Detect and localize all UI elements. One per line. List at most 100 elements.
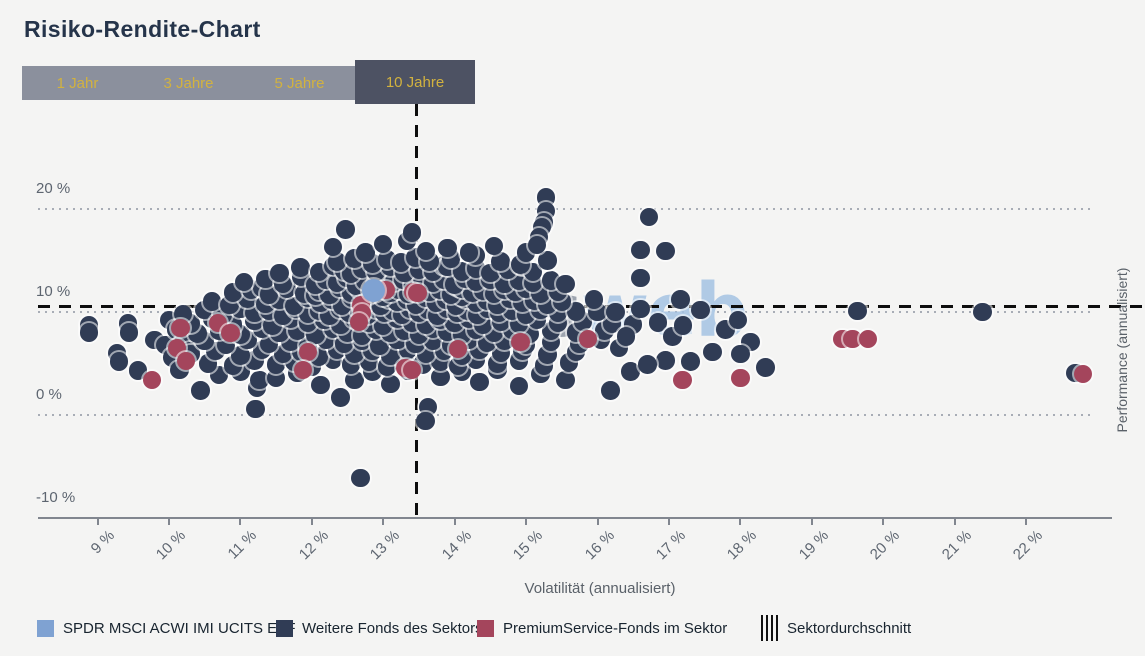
fund-dot[interactable] [843, 329, 862, 349]
fund-dot[interactable] [173, 304, 193, 324]
fund-dot[interactable] [566, 302, 586, 321]
fund-dot[interactable] [538, 251, 557, 270]
fund-dot[interactable] [511, 332, 530, 352]
fund-dot[interactable] [438, 238, 457, 258]
fund-dot[interactable] [601, 381, 620, 400]
fund-dot[interactable] [631, 299, 650, 319]
fund-dot[interactable] [250, 370, 269, 390]
fund-dot[interactable] [373, 234, 393, 254]
fund-dot[interactable] [673, 370, 692, 390]
fund-dot[interactable] [638, 355, 657, 374]
fund-dot[interactable] [848, 301, 867, 321]
fund-dot[interactable] [293, 360, 313, 380]
fund-dot[interactable] [756, 358, 775, 377]
fund-dot[interactable] [256, 269, 275, 289]
fund-dot[interactable] [381, 374, 400, 394]
fund-dot[interactable] [491, 252, 510, 271]
fund-dot[interactable] [470, 372, 489, 392]
fund-dot[interactable] [703, 342, 722, 362]
fund-dot[interactable] [345, 370, 364, 390]
fund-dot[interactable] [858, 329, 878, 349]
fund-dot[interactable] [202, 292, 222, 311]
fund-dot[interactable] [351, 468, 370, 488]
fund-dot[interactable] [631, 240, 650, 260]
fund-dot[interactable] [656, 351, 675, 370]
fund-dot[interactable] [639, 207, 659, 227]
fund-dot[interactable] [266, 368, 286, 388]
fund-dot[interactable] [541, 271, 561, 290]
fund-dot[interactable] [298, 342, 318, 362]
fund-dot[interactable] [621, 362, 640, 381]
fund-dot[interactable] [631, 268, 650, 288]
fund-dot[interactable] [527, 235, 547, 255]
x-tick [1025, 519, 1028, 525]
fund-dot[interactable] [484, 236, 504, 256]
tab-10-jahre[interactable]: 10 Jahre [355, 60, 475, 104]
fund-dot[interactable] [377, 250, 397, 269]
fund-dot[interactable] [402, 223, 422, 242]
fund-dot[interactable] [731, 368, 750, 388]
fund-dot[interactable] [311, 375, 330, 395]
fund-dot[interactable] [221, 323, 240, 343]
fund-dot[interactable] [391, 253, 411, 272]
fund-dot[interactable] [656, 241, 675, 261]
fund-dot[interactable] [109, 352, 129, 371]
fund-dot[interactable] [556, 370, 575, 390]
fund-dot[interactable] [681, 352, 700, 371]
fund-dot[interactable] [336, 220, 355, 239]
fund-dot[interactable] [671, 290, 690, 309]
fund-dot[interactable] [349, 312, 369, 332]
fund-dot[interactable] [495, 274, 514, 294]
fund-dot[interactable] [418, 397, 438, 416]
fund-dot[interactable] [416, 411, 435, 431]
fund-dot[interactable] [309, 262, 329, 282]
tab-3-jahre[interactable]: 3 Jahre [133, 66, 244, 100]
fund-dot[interactable] [370, 336, 389, 355]
fund-dot[interactable] [191, 381, 210, 400]
fund-dot[interactable] [459, 243, 479, 262]
fund-dot[interactable] [691, 300, 710, 320]
fund-dot[interactable] [616, 327, 636, 346]
fund-dot[interactable] [327, 252, 347, 271]
fund-dot[interactable] [606, 302, 625, 322]
fund-dot[interactable] [584, 290, 604, 309]
fund-dot[interactable] [142, 370, 162, 390]
fund-dot[interactable] [79, 323, 99, 342]
fund-dot[interactable] [731, 344, 750, 364]
fund-dot[interactable] [556, 274, 575, 294]
fund-dot[interactable] [448, 339, 468, 359]
fund-dot[interactable] [416, 241, 436, 261]
fund-dot[interactable] [452, 262, 472, 281]
fund-dot[interactable] [361, 278, 385, 302]
fund-dot[interactable] [408, 283, 427, 303]
fund-dot[interactable] [728, 310, 748, 330]
legend-swatch-navy [276, 619, 293, 637]
fund-dot[interactable] [270, 263, 289, 283]
fund-dot[interactable] [466, 272, 486, 292]
fund-dot[interactable] [648, 313, 668, 332]
x-tick-label: 17 % [652, 527, 689, 564]
fund-dot[interactable] [246, 399, 265, 419]
fund-dot[interactable] [331, 388, 350, 407]
fund-dot[interactable] [176, 351, 196, 371]
fund-dot[interactable] [234, 272, 254, 292]
fund-dot[interactable] [291, 258, 310, 277]
fund-dot[interactable] [509, 376, 529, 396]
x-tick-label: 19 % [795, 527, 832, 564]
fund-dot[interactable] [259, 285, 279, 304]
fund-dot[interactable] [119, 323, 139, 342]
fund-dot[interactable] [231, 346, 250, 365]
fund-dot[interactable] [431, 367, 450, 387]
tab-1-jahr[interactable]: 1 Jahr [22, 66, 133, 100]
fund-dot[interactable] [323, 237, 343, 257]
fund-dot[interactable] [356, 243, 375, 262]
fund-dot[interactable] [578, 329, 598, 349]
x-tick [453, 519, 456, 525]
fund-dot[interactable] [509, 271, 529, 291]
tab-5-jahre[interactable]: 5 Jahre [244, 66, 355, 100]
fund-dot[interactable] [673, 316, 693, 335]
fund-dot[interactable] [1073, 364, 1093, 384]
fund-dot[interactable] [402, 360, 422, 380]
fund-dot[interactable] [973, 302, 992, 322]
fund-dot[interactable] [171, 318, 190, 338]
